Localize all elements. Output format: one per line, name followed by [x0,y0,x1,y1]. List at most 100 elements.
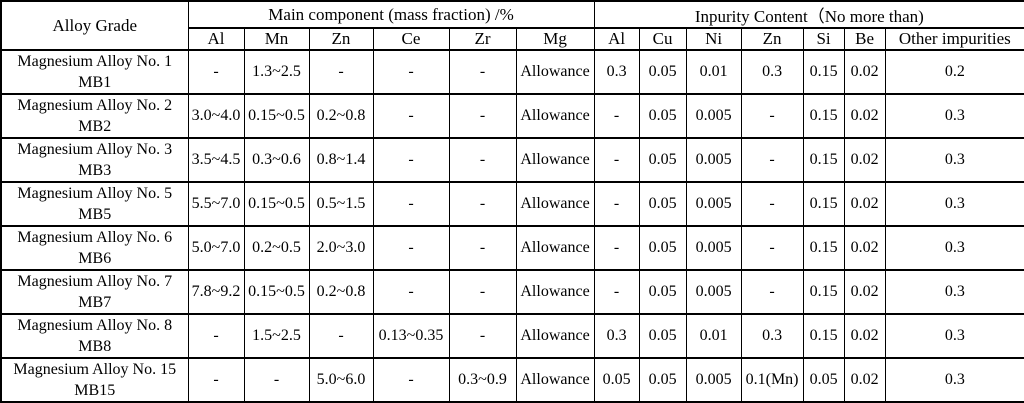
alloy-name: Magnesium Alloy No. 5 [17,185,173,202]
imp-zn-cell: - [740,137,804,183]
main-zr-cell: 0.3~0.9 [448,357,517,403]
main-col-mg: Mg [515,27,595,51]
alloy-name: Magnesium Alloy No. 3 [17,141,173,158]
alloy-grade-cell: Magnesium Alloy No. 1 MB1 [0,49,189,95]
alloy-grade-cell: Magnesium Alloy No. 7 MB7 [0,269,189,315]
main-col-zn: Zn [308,27,374,51]
main-zr-cell: - [448,137,517,183]
main-mn-cell: 0.2~0.5 [243,225,310,271]
imp-ni-cell: 0.01 [685,313,742,359]
imp-zn-cell: 0.1(Mn) [740,357,804,403]
main-component-group-header: Main component (mass fraction) /% [187,0,595,29]
imp-ni-cell: 0.005 [685,357,742,403]
imp-cu-cell: 0.05 [638,225,687,271]
main-zn-cell: 0.5~1.5 [308,181,374,227]
main-zn-cell: 0.2~0.8 [308,93,374,139]
imp-al-cell: - [593,269,640,315]
imp-be-cell: 0.02 [843,93,886,139]
imp-other-cell: 0.2 [884,49,1024,95]
table-row: Magnesium Alloy No. 5 MB5 5.5~7.0 0.15~0… [0,181,1024,227]
table-row: Magnesium Alloy No. 1 MB1 - 1.3~2.5 - - … [0,49,1024,95]
main-al-cell: - [187,313,245,359]
imp-al-cell: - [593,137,640,183]
imp-si-cell: 0.15 [802,49,845,95]
imp-be-cell: 0.02 [843,225,886,271]
main-mg-cell: Allowance [515,181,595,227]
imp-al-cell: 0.3 [593,49,640,95]
main-mn-cell: 0.15~0.5 [243,181,310,227]
imp-be-cell: 0.02 [843,137,886,183]
main-al-cell: 5.5~7.0 [187,181,245,227]
alloy-code: MB3 [78,162,112,179]
main-al-cell: 5.0~7.0 [187,225,245,271]
alloy-code: MB2 [78,118,112,135]
imp-col-other: Other impurities [884,27,1024,51]
alloy-grade-header: Alloy Grade [0,0,189,51]
main-al-cell: - [187,49,245,95]
alloy-name: Magnesium Alloy No. 6 [17,229,173,246]
impurity-group-header: Inpurity Content（No more than) [593,0,1024,29]
imp-other-cell: 0.3 [884,357,1024,403]
imp-cu-cell: 0.05 [638,313,687,359]
main-ce-cell: - [372,269,450,315]
main-zn-cell: - [308,49,374,95]
alloy-grade-cell: Magnesium Alloy No. 3 MB3 [0,137,189,183]
alloy-name: Magnesium Alloy No. 8 [17,317,173,334]
imp-be-cell: 0.02 [843,357,886,403]
imp-col-cu: Cu [638,27,687,51]
imp-al-cell: 0.3 [593,313,640,359]
main-col-al: Al [187,27,245,51]
main-mg-cell: Allowance [515,137,595,183]
main-zr-cell: - [448,93,517,139]
imp-cu-cell: 0.05 [638,181,687,227]
alloy-code: MB15 [74,382,116,399]
main-mn-cell: 1.5~2.5 [243,313,310,359]
imp-si-cell: 0.15 [802,181,845,227]
imp-other-cell: 0.3 [884,313,1024,359]
imp-col-zn: Zn [740,27,804,51]
imp-zn-cell: - [740,93,804,139]
alloy-code: MB8 [78,338,112,355]
main-mg-cell: Allowance [515,49,595,95]
alloy-grade-cell: Magnesium Alloy No. 6 MB6 [0,225,189,271]
main-al-cell: - [187,357,245,403]
table-row: Magnesium Alloy No. 8 MB8 - 1.5~2.5 - 0.… [0,313,1024,359]
imp-si-cell: 0.15 [802,225,845,271]
imp-be-cell: 0.02 [843,269,886,315]
alloy-grade-cell: Magnesium Alloy No. 5 MB5 [0,181,189,227]
imp-zn-cell: - [740,181,804,227]
imp-other-cell: 0.3 [884,181,1024,227]
imp-other-cell: 0.3 [884,137,1024,183]
main-col-zr: Zr [448,27,517,51]
main-zn-cell: 0.2~0.8 [308,269,374,315]
imp-be-cell: 0.02 [843,313,886,359]
imp-col-be: Be [843,27,886,51]
main-ce-cell: - [372,137,450,183]
main-zr-cell: - [448,49,517,95]
main-zn-cell: 2.0~3.0 [308,225,374,271]
main-ce-cell: - [372,225,450,271]
alloy-grade-cell: Magnesium Alloy No. 2 MB2 [0,93,189,139]
alloy-grade-cell: Magnesium Alloy No. 15 MB15 [0,357,189,403]
header-group-row: Alloy Grade Main component (mass fractio… [0,0,1024,51]
imp-zn-cell: 0.3 [740,313,804,359]
imp-ni-cell: 0.005 [685,137,742,183]
main-ce-cell: - [372,49,450,95]
main-mn-cell: 0.15~0.5 [243,93,310,139]
main-mg-cell: Allowance [515,357,595,403]
main-zn-cell: 0.8~1.4 [308,137,374,183]
alloy-name: Magnesium Alloy No. 2 [17,97,173,114]
imp-cu-cell: 0.05 [638,137,687,183]
alloy-code: MB7 [78,294,112,311]
main-zr-cell: - [448,181,517,227]
main-mg-cell: Allowance [515,313,595,359]
alloy-name: Magnesium Alloy No. 1 [17,53,173,70]
main-mn-cell: 0.3~0.6 [243,137,310,183]
imp-si-cell: 0.15 [802,93,845,139]
table-row: Magnesium Alloy No. 15 MB15 - - 5.0~6.0 … [0,357,1024,403]
imp-al-cell: - [593,93,640,139]
imp-si-cell: 0.05 [802,357,845,403]
main-zr-cell: - [448,225,517,271]
main-zn-cell: 5.0~6.0 [308,357,374,403]
